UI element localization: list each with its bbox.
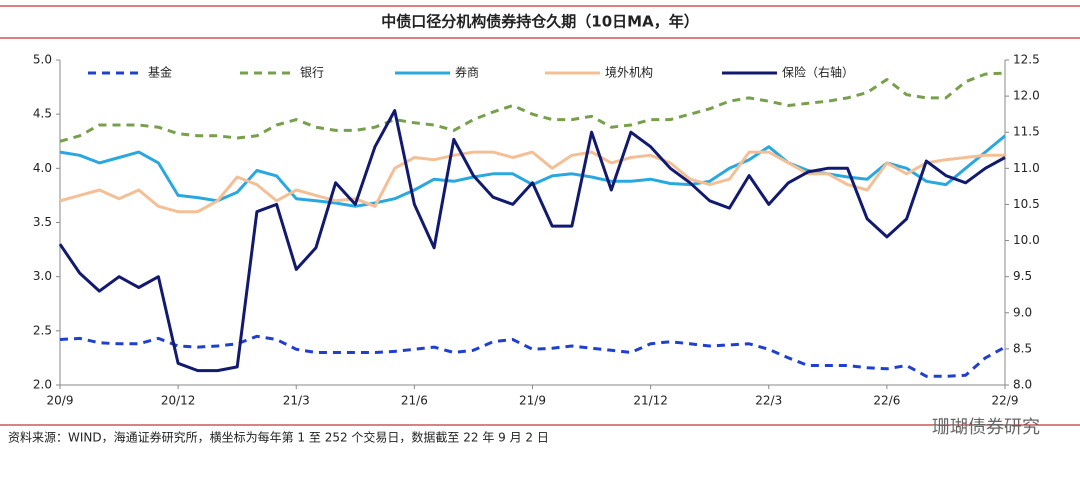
- y2-tick-label: 11.0: [1013, 161, 1040, 175]
- y2-tick-label: 9.5: [1013, 269, 1032, 283]
- x-tick-label: 22/6: [873, 394, 900, 408]
- x-tick-label: 20/9: [47, 394, 74, 408]
- source-note: 资料来源：WIND，海通证券研究所，横坐标为每年第 1 至 252 个交易日，数…: [8, 430, 549, 445]
- legend-label: 基金: [148, 65, 172, 80]
- y-tick-label: 2.5: [33, 323, 52, 337]
- x-tick-label: 21/3: [283, 394, 310, 408]
- legend-label: 银行: [300, 66, 324, 80]
- y-tick-label: 4.0: [33, 161, 52, 175]
- x-tick-label: 21/6: [401, 394, 428, 408]
- y-tick-label: 4.5: [33, 107, 52, 121]
- series-line: [58, 109, 1006, 373]
- series-line: [59, 71, 1006, 143]
- y-tick-label: 5.0: [33, 53, 52, 67]
- x-tick-label: 21/12: [633, 394, 668, 408]
- chart-title: 中债口径分机构债券持仓久期（10日MA，年）: [381, 13, 698, 31]
- legend-label: 保险（右轴）: [782, 65, 854, 80]
- legend-label: 券商: [455, 65, 479, 80]
- x-tick-label: 22/9: [992, 394, 1019, 408]
- series-line: [59, 134, 1006, 208]
- series-line: [59, 150, 1005, 214]
- series-line: [59, 334, 1006, 378]
- y-tick-label: 3.5: [33, 215, 52, 229]
- y2-tick-label: 9.0: [1013, 305, 1032, 319]
- y2-tick-label: 12.5: [1013, 53, 1040, 67]
- y-tick-label: 2.0: [33, 378, 52, 392]
- y2-tick-label: 8.5: [1013, 341, 1032, 355]
- legend-label: 境外机构: [605, 65, 653, 80]
- watermark: 珊瑚债券研究: [932, 417, 1040, 438]
- y-tick-label: 3.0: [33, 269, 52, 283]
- y2-tick-label: 10.5: [1013, 197, 1040, 211]
- y2-tick-label: 12.0: [1013, 89, 1040, 103]
- y2-tick-label: 8.0: [1013, 378, 1032, 392]
- x-tick-label: 22/3: [755, 394, 782, 408]
- x-tick-label: 20/12: [161, 394, 196, 408]
- y2-tick-label: 10.0: [1013, 233, 1040, 247]
- y2-tick-label: 11.5: [1013, 125, 1040, 139]
- x-tick-label: 21/9: [519, 394, 546, 408]
